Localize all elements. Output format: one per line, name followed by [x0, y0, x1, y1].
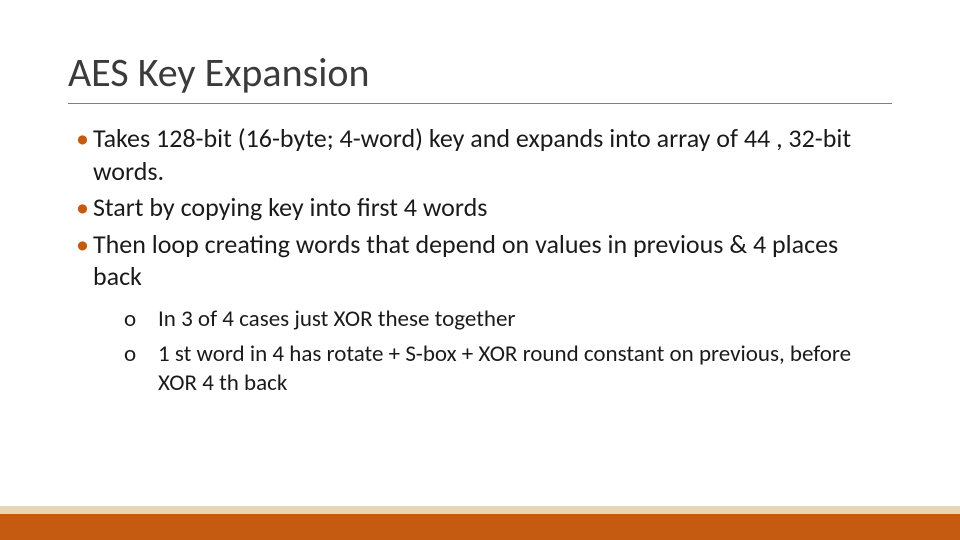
sub-bullet-text: In 3 of 4 cases just XOR these together [158, 305, 892, 334]
bullet-list: • Takes 128-bit (16-byte; 4-word) key an… [68, 122, 892, 293]
sub-bullet-item: o 1 st word in 4 has rotate + S-box + XO… [124, 340, 892, 399]
bullet-item: • Then loop creating words that depend o… [76, 228, 892, 293]
bullet-item: • Takes 128-bit (16-byte; 4-word) key an… [76, 122, 892, 187]
bullet-text: Takes 128-bit (16-byte; 4-word) key and … [93, 122, 892, 187]
sub-bullet-item: o In 3 of 4 cases just XOR these togethe… [124, 305, 892, 334]
sub-bullet-marker-icon: o [124, 340, 142, 369]
bullet-marker-icon: • [76, 228, 89, 261]
bullet-text: Start by copying key into first 4 words [93, 191, 892, 224]
bullet-item: • Start by copying key into first 4 word… [76, 191, 892, 224]
sub-bullet-marker-icon: o [124, 305, 142, 334]
footer-bar [0, 514, 960, 540]
bullet-marker-icon: • [76, 191, 89, 224]
sub-bullet-text: 1 st word in 4 has rotate + S-box + XOR … [158, 340, 892, 399]
bullet-marker-icon: • [76, 122, 89, 155]
sub-bullet-list: o In 3 of 4 cases just XOR these togethe… [68, 305, 892, 399]
slide-content: AES Key Expansion • Takes 128-bit (16-by… [0, 0, 960, 399]
bullet-text: Then loop creating words that depend on … [93, 228, 892, 293]
footer-stripe [0, 506, 960, 514]
slide-title: AES Key Expansion [68, 48, 892, 104]
